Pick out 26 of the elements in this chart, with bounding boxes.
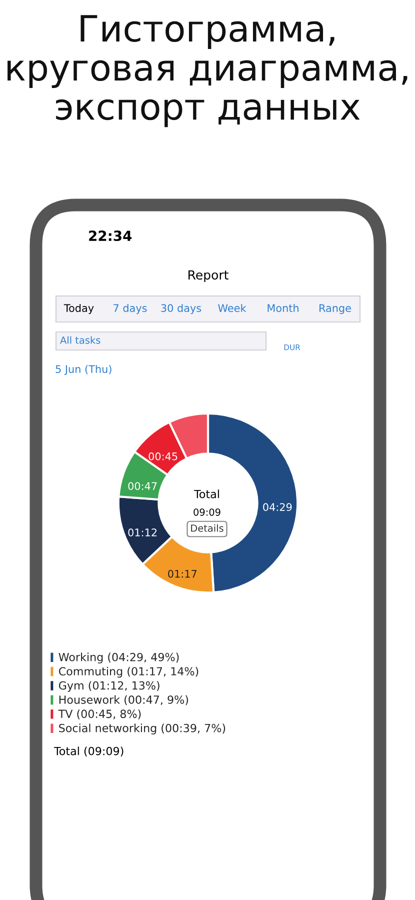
data-label: 01:17: [168, 570, 197, 578]
legend-label: Working (04:29, 49%): [58, 652, 179, 664]
text: Today: [64, 304, 94, 314]
legend-label: Gym (01:12, 13%): [58, 681, 160, 692]
legend-label: Commuting (01:17, 14%): [58, 666, 198, 678]
text: Range: [320, 304, 351, 314]
data-label: 01:12: [128, 528, 157, 536]
legend-label: TV (00:45, 8%): [58, 709, 141, 720]
text: Total (09:09): [54, 746, 124, 757]
text: Month: [268, 304, 298, 312]
legend-label: Social networking (00:39, 7%): [59, 724, 226, 734]
text: Week: [218, 304, 246, 312]
data-label: 00:45: [148, 452, 178, 460]
data-label: 04:29: [263, 503, 292, 512]
text: 22:34: [89, 230, 132, 242]
text: Details: [191, 524, 224, 532]
legend-label: Housework (00:47, 9%): [59, 695, 188, 706]
data-label: 00:47: [128, 482, 157, 490]
text: Report: [188, 270, 228, 282]
chart-title: Гистограмма, круговая диаграмма, экспорт данных: [8, 15, 408, 128]
text: Total: [194, 490, 219, 498]
text: 5 Jun (Thu): [56, 364, 112, 375]
text: All tasks: [60, 336, 100, 344]
text: 7 days: [114, 304, 147, 314]
text: 09:09: [194, 508, 220, 516]
text: 30 days: [161, 304, 202, 314]
